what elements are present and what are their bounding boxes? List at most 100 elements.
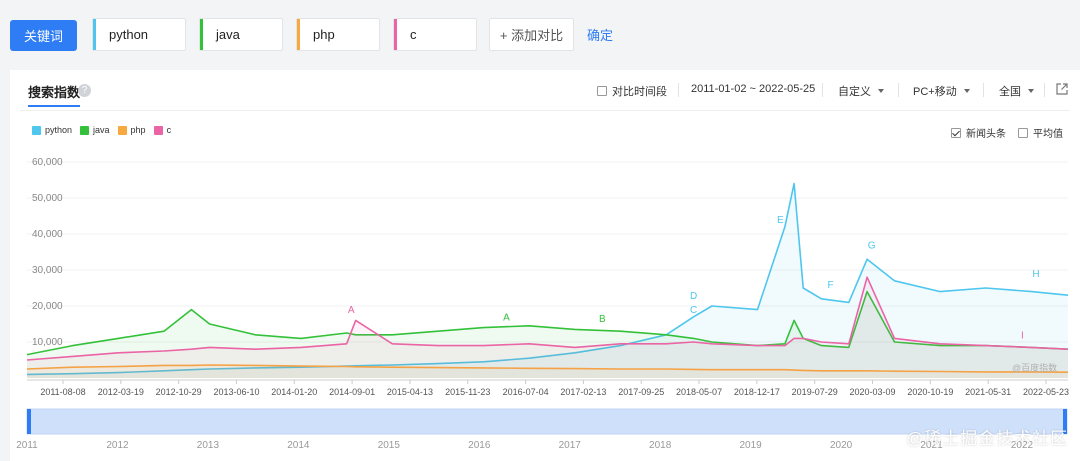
chevron-down-icon xyxy=(963,89,970,93)
panel-divider xyxy=(20,110,1070,111)
x-tick-label: 2015-04-13 xyxy=(387,387,433,397)
x-tick-label: 2020-03-09 xyxy=(850,387,896,397)
annotation-marker: A xyxy=(503,312,510,323)
legend-label: c xyxy=(166,125,172,135)
keyword-color-bar xyxy=(297,19,300,50)
x-tick-label: 2013-06-10 xyxy=(213,387,259,397)
legend-item-php[interactable]: php xyxy=(117,125,146,135)
divider xyxy=(678,83,679,97)
device-dropdown[interactable]: PC+移动 xyxy=(913,83,970,99)
confirm-link[interactable]: 确定 xyxy=(587,28,614,43)
x-tick-label: 2014-01-20 xyxy=(271,387,317,397)
external-link-icon[interactable] xyxy=(1056,83,1068,95)
x-tick-label: 2012-03-19 xyxy=(98,387,144,397)
annotation-marker: I xyxy=(1021,330,1024,341)
series-area-c xyxy=(27,277,1068,378)
news-headline-toggle[interactable]: 新闻头条 xyxy=(951,125,1006,140)
legend-label: java xyxy=(93,125,110,135)
divider xyxy=(1044,83,1045,97)
x-tick-label: 2018-12-17 xyxy=(734,387,780,397)
legend-item-python[interactable]: python xyxy=(32,125,72,135)
panel-title-underline xyxy=(28,105,80,107)
date-range-label: 2011-01-02 ~ 2022-05-25 xyxy=(691,83,816,95)
compare-period-toggle[interactable]: 对比时间段 xyxy=(597,83,667,99)
x-tick-label: 2015-11-23 xyxy=(445,387,490,397)
series-line-python xyxy=(26,182,1069,376)
navigator-year: 2018 xyxy=(649,440,672,451)
checkbox-checked-icon xyxy=(951,127,961,138)
region-dropdown[interactable]: 全国 xyxy=(999,83,1034,99)
chevron-down-icon xyxy=(1028,89,1034,93)
series-area-java xyxy=(27,291,1068,378)
time-navigator[interactable] xyxy=(26,408,1068,435)
chevron-down-icon xyxy=(878,89,884,93)
legend-item-java[interactable]: java xyxy=(80,125,110,135)
x-tick-label: 2019-07-29 xyxy=(792,387,838,397)
navigator-year: 2014 xyxy=(287,440,310,451)
legend-swatch xyxy=(80,125,90,135)
news-headline-label: 新闻头条 xyxy=(966,129,1006,140)
series-line-php xyxy=(26,364,1069,373)
toolbar: 关键词 python java php c + 添加对比 确定 xyxy=(0,0,1080,70)
keyword-label: c xyxy=(410,27,417,42)
compare-period-label: 对比时间段 xyxy=(612,86,667,98)
average-label: 平均值 xyxy=(1033,129,1063,140)
legend-item-c[interactable]: c xyxy=(153,125,172,135)
annotation-marker: D xyxy=(690,291,697,302)
x-tick-label: 2016-07-04 xyxy=(503,387,549,397)
search-index-panel: 搜索指数 ? 对比时间段 2011-01-02 ~ 2022-05-25 自定义… xyxy=(10,70,1080,461)
divider xyxy=(983,83,984,97)
y-tick-label: 60,000 xyxy=(32,157,63,168)
keyword-input-python[interactable]: python xyxy=(92,18,186,51)
chart-series xyxy=(26,182,1069,378)
chart-legend: python java php c xyxy=(32,125,179,135)
annotation-marker: H xyxy=(1032,269,1039,280)
navigator-year: 2015 xyxy=(378,440,401,451)
checkbox-icon xyxy=(597,86,607,96)
navigator-year-labels: 2011 2012 2013 2014 2015 2016 2017 2018 2019 2020… xyxy=(16,440,1033,451)
keyword-input-php[interactable]: php xyxy=(296,18,380,51)
series-area-php xyxy=(27,365,1068,378)
help-icon[interactable]: ? xyxy=(78,84,91,97)
date-range-picker[interactable]: 2011-01-02 ~ 2022-05-25 xyxy=(691,83,815,95)
navigator-right-handle[interactable] xyxy=(1063,409,1067,434)
annotation-marker: A xyxy=(348,305,355,316)
keyword-color-bar xyxy=(394,19,397,50)
keyword-label: python xyxy=(109,27,149,42)
divider xyxy=(822,83,823,97)
keyword-color-bar xyxy=(200,19,203,50)
navigator-year: 2017 xyxy=(559,440,582,451)
navigator-year: 2020 xyxy=(830,440,853,451)
navigator-year: 2011 xyxy=(16,440,38,451)
navigator-left-handle[interactable] xyxy=(27,409,31,434)
annotation-marker: G xyxy=(868,240,876,251)
series-line-c xyxy=(26,276,1069,361)
annotation-marker: C xyxy=(690,305,697,316)
x-tick-label: 2011-08-08 xyxy=(40,387,85,397)
keyword-color-bar xyxy=(93,19,96,50)
series-area-python xyxy=(27,183,1068,378)
navigator-year: 2016 xyxy=(468,440,491,451)
keyword-label: java xyxy=(216,27,240,42)
average-toggle[interactable]: 平均值 xyxy=(1018,125,1063,140)
series-line-java xyxy=(26,290,1069,356)
navigator-year: 2013 xyxy=(197,440,220,451)
x-tick-label: 2017-02-13 xyxy=(560,387,606,397)
y-tick-label: 30,000 xyxy=(32,265,63,276)
keyword-input-java[interactable]: java xyxy=(199,18,283,51)
keyword-input-c[interactable]: c xyxy=(393,18,477,51)
add-compare-button[interactable]: + 添加对比 xyxy=(489,18,574,51)
annotation-marker: B xyxy=(599,314,606,325)
keyword-button[interactable]: 关键词 xyxy=(10,20,77,51)
y-axis: 60,000 50,000 40,000 30,000 20,000 10,000 xyxy=(32,157,63,348)
checkbox-icon xyxy=(1018,127,1028,138)
navigator-year: 2022 xyxy=(1011,440,1034,451)
custom-range-dropdown[interactable]: 自定义 xyxy=(838,83,884,99)
news-annotations: A A B CD E F G H I xyxy=(348,215,1040,341)
x-tick-label: 2012-10-29 xyxy=(156,387,202,397)
navigator-year: 2021 xyxy=(920,440,943,451)
annotation-marker: E xyxy=(777,215,784,226)
legend-swatch xyxy=(32,125,41,135)
navigator-year: 2012 xyxy=(106,440,129,451)
y-tick-label: 20,000 xyxy=(32,301,63,312)
